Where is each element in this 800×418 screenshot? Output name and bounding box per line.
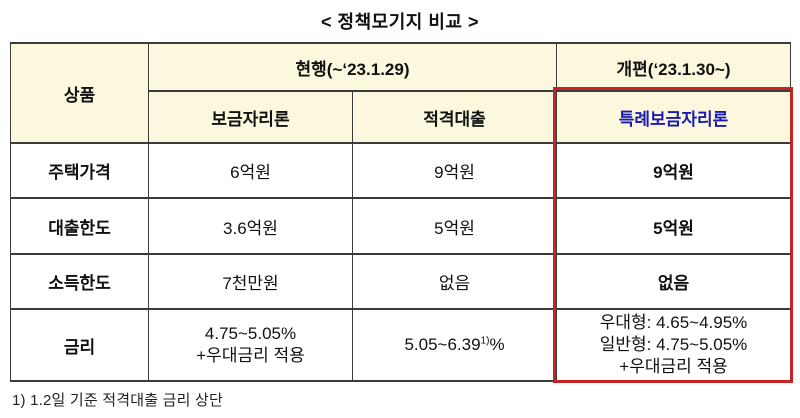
cell-rate-bogeum: 4.75~5.05% +우대금리 적용: [148, 308, 353, 382]
cell-rate-jeokgyeok: 5.05~6.391)%: [351, 308, 558, 382]
group-header-reform: 개편(‘23.1.30~): [556, 42, 792, 92]
cell-income-limit-bogeum: 7천만원: [148, 253, 353, 310]
row-label-income-limit: 소득한도: [10, 253, 149, 310]
rate-bogeum-line1: 4.75~5.05%: [204, 323, 297, 343]
subheader-bogeumjari-loan: 보금자리론: [148, 90, 353, 144]
subheader-special-bogeumjari-loan: 특례보금자리론: [556, 90, 792, 144]
row-label-house-price: 주택가격: [10, 142, 149, 199]
cell-loan-limit-bogeum: 3.6억원: [148, 197, 353, 255]
rate-bogeum-line2: +우대금리 적용: [196, 346, 305, 365]
group-header-current: 현행(~‘23.1.29): [147, 42, 558, 92]
table-row-loan-limit: 대출한도 3.6억원 5억원 5억원: [10, 197, 792, 255]
header-row-groups: 상품 현행(~‘23.1.29) 개편(‘23.1.30~): [10, 42, 792, 144]
cell-house-price-bogeum: 6억원: [148, 142, 353, 199]
row-label-loan-limit: 대출한도: [10, 197, 149, 255]
cell-rate-teukrye: 우대형: 4.65~4.95% 일반형: 4.75~5.05% +우대금리 적용: [556, 308, 792, 382]
table-row-house-price: 주택가격 6억원 9억원 9억원: [10, 142, 792, 199]
cell-house-price-jeokgyeok: 9억원: [351, 142, 558, 199]
cell-loan-limit-jeokgyeok: 5억원: [351, 197, 558, 255]
footnote-marker: 1): [480, 335, 490, 347]
row-label-interest-rate: 금리: [10, 308, 149, 382]
table-row-interest-rate: 금리 4.75~5.05% +우대금리 적용 5.05~6.391)% 우대형:…: [10, 308, 792, 382]
footnote-text: 1) 1.2일 기준 적격대출 금리 상단: [12, 392, 224, 409]
cell-income-limit-jeokgyeok: 없음: [351, 253, 558, 310]
cell-house-price-teukrye: 9억원: [556, 142, 792, 199]
table-row-income-limit: 소득한도 7천만원 없음 없음: [10, 253, 792, 310]
corner-header-product: 상품: [10, 42, 149, 144]
cell-income-limit-teukrye: 없음: [556, 253, 792, 310]
cell-loan-limit-teukrye: 5억원: [556, 197, 792, 255]
rate-teukrye-line1: 우대형: 4.65~4.95%: [599, 312, 748, 332]
header-row-products: 보금자리론 적격대출 특례보금자리론: [11, 90, 792, 144]
rate-teukrye-line3: +우대금리 적용: [619, 357, 728, 377]
comparison-table: 상품 현행(~‘23.1.29) 개편(‘23.1.30~) 보금자리론 적격대…: [10, 42, 792, 382]
page-title: < 정책모기지 비교 >: [321, 12, 479, 32]
rate-jeokgyeok-value: 5.05~6.39: [404, 334, 481, 354]
rate-jeokgyeok-percent: %: [489, 334, 505, 354]
subheader-conforming-loan: 적격대출: [351, 90, 558, 144]
rate-teukrye-line2: 일반형: 4.75~5.05%: [599, 334, 748, 354]
